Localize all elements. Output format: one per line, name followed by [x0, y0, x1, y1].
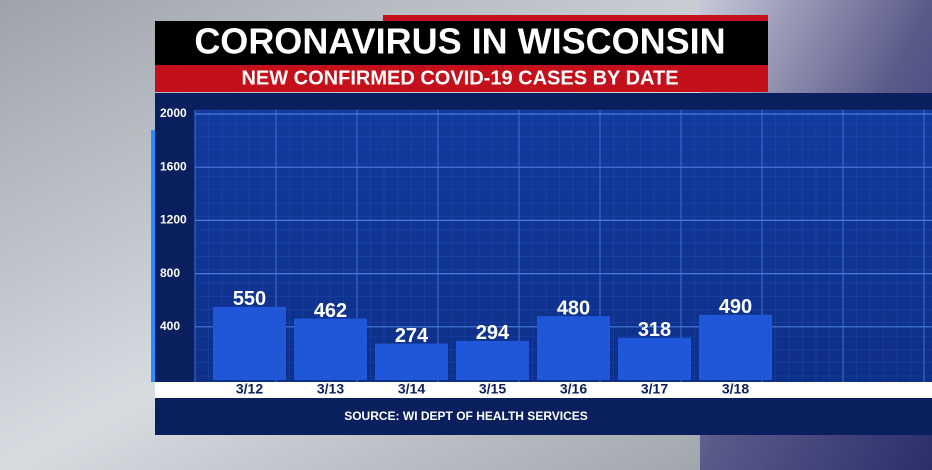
y-tick-label: 400: [160, 319, 180, 333]
chart-title: CORONAVIRUS IN WISCONSIN: [194, 21, 725, 62]
y-tick-label: 2000: [160, 106, 187, 120]
subtitle-box: [155, 65, 768, 92]
x-tick-label: 3/12: [236, 381, 263, 397]
x-axis-strip: [155, 382, 932, 398]
value-label: 480: [557, 297, 590, 319]
value-label: 294: [476, 322, 510, 344]
chart-subtitle: NEW CONFIRMED COVID-19 CASES BY DATE: [241, 67, 678, 89]
value-label: 490: [719, 296, 752, 318]
x-tick-label: 3/17: [641, 381, 668, 397]
value-label: 550: [233, 288, 266, 310]
bar: [618, 337, 691, 380]
value-label: 274: [395, 325, 429, 347]
bar: [699, 314, 772, 380]
x-tick-label: 3/16: [560, 381, 587, 397]
value-label: 318: [638, 319, 671, 341]
value-label: 462: [314, 300, 347, 322]
x-tick-label: 3/13: [317, 381, 344, 397]
bar: [213, 306, 286, 380]
bar: [294, 318, 367, 380]
bar: [537, 316, 610, 380]
x-tick-label: 3/15: [479, 381, 506, 397]
bar: [375, 343, 448, 380]
accent-bar: [151, 130, 155, 382]
source-note: SOURCE: WI DEPT OF HEALTH SERVICES: [344, 409, 588, 423]
bar: [456, 340, 529, 380]
y-tick-label: 1200: [160, 213, 187, 227]
red-stripe: [383, 15, 768, 21]
title-box: [155, 21, 768, 65]
y-tick-label: 1600: [160, 159, 187, 173]
x-tick-label: 3/14: [398, 381, 425, 397]
x-tick-label: 3/18: [722, 381, 749, 397]
y-tick-label: 800: [160, 266, 180, 280]
